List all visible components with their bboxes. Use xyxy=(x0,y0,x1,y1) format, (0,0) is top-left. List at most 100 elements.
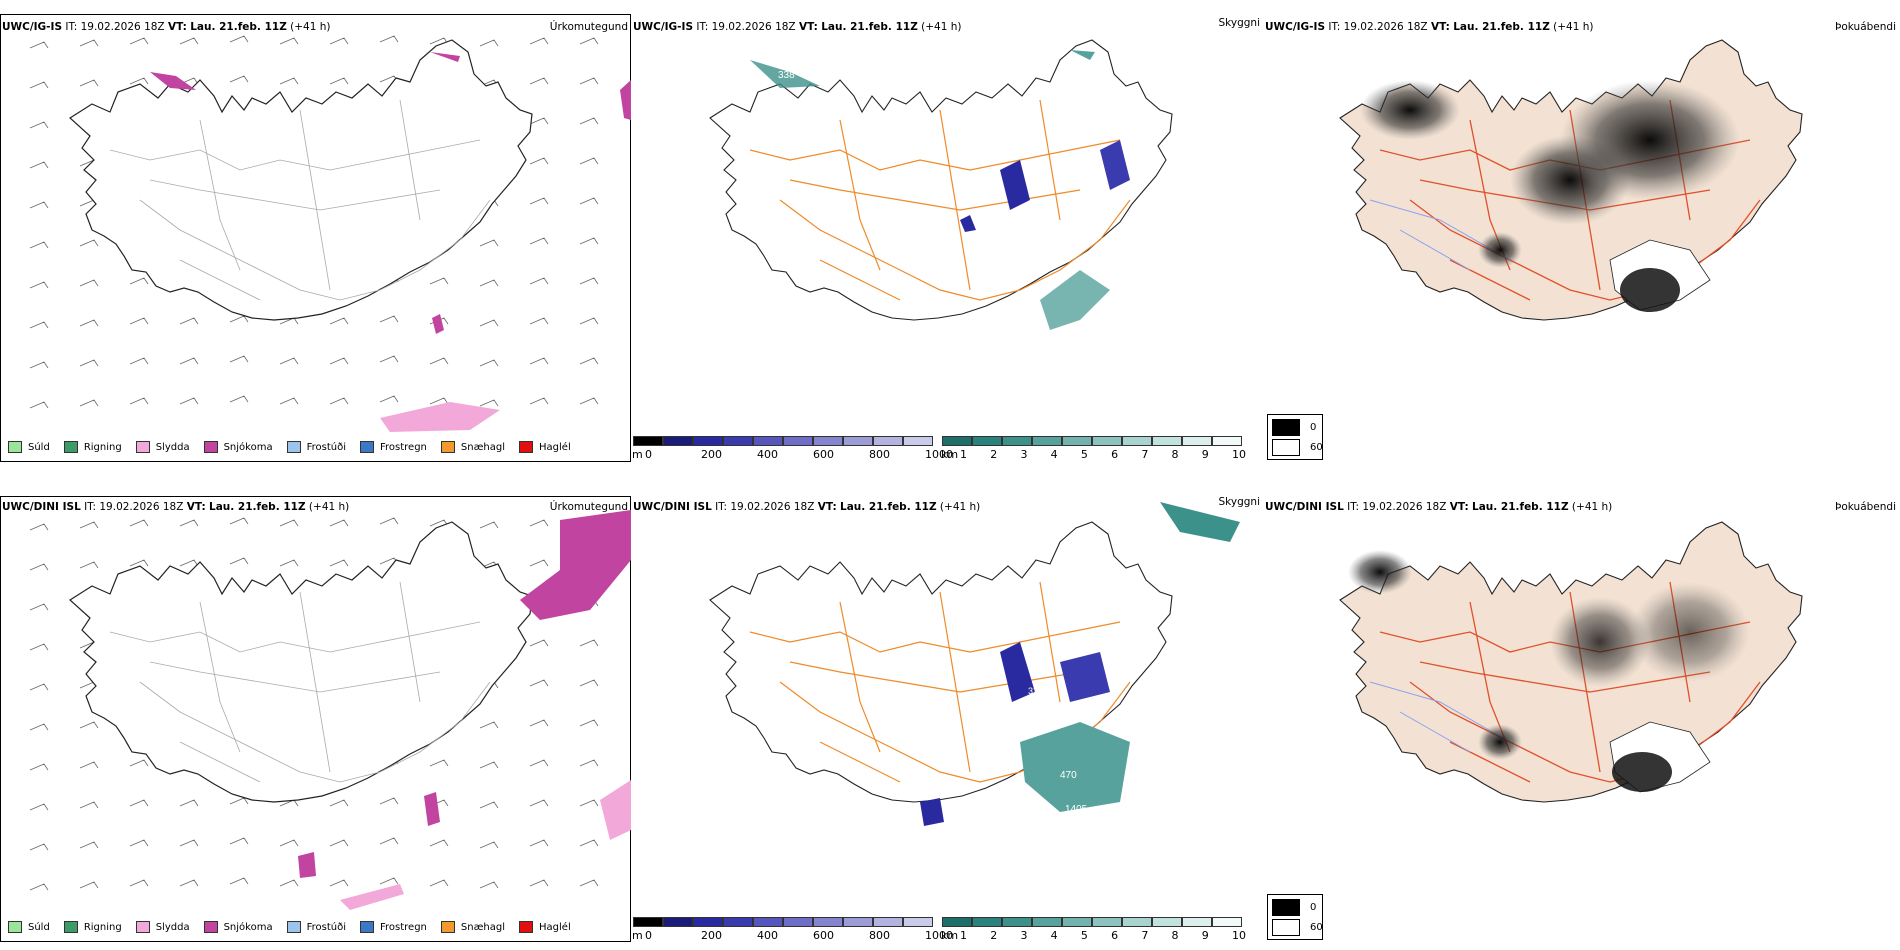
precip-title-top: Úrkomutegund xyxy=(549,21,628,33)
legend-item: Frostregn xyxy=(360,441,427,453)
legend-label: Súld xyxy=(28,441,50,453)
precip-header-top: UWC/IG-IS IT: 19.02.2026 18Z VT: Lau. 21… xyxy=(2,21,331,34)
it-value: 19.02.2026 18Z xyxy=(1343,21,1428,33)
colorbar-cell xyxy=(663,436,693,446)
colorbar-cell xyxy=(723,917,753,927)
snow-patch xyxy=(298,852,316,878)
colorbar-tick: 5 xyxy=(1080,929,1088,942)
legend-swatch xyxy=(8,921,22,933)
colorbar-cell xyxy=(843,917,873,927)
colorbar-cell xyxy=(1032,917,1062,927)
precip-panel-bottom xyxy=(0,496,631,942)
colorbar-tick: 0 xyxy=(645,448,652,461)
height-colorbar-bottom: m 0 200 400 600 800 1000 xyxy=(632,917,953,942)
colorbar-cell xyxy=(1182,436,1212,446)
legend-swatch xyxy=(135,921,150,933)
colorbar-cell xyxy=(633,917,663,927)
vis-colorbar-bottom: km 1 2 3 4 5 6 7 8 9 10 xyxy=(941,917,1246,942)
legend-label: Snæhagl xyxy=(460,921,506,933)
colorbar-tick: 0 xyxy=(645,929,652,942)
it-label: IT: xyxy=(1347,501,1360,513)
colorbar-tick: 7 xyxy=(1141,448,1149,461)
legend-label: Snjókoma xyxy=(223,921,273,933)
precip-legend-bottom: Súld Rigning Slydda Snjókoma Frostúði Frostre… xyxy=(8,921,585,933)
legend-label: Slydda xyxy=(155,921,190,933)
fog-header-bottom: UWC/DINI ISL IT: 19.02.2026 18Z VT: Lau.… xyxy=(1265,501,1612,514)
precip-title-bottom: Úrkomutegund xyxy=(549,501,628,513)
fog-key-bottom: 0 60 xyxy=(1267,894,1323,940)
colorbar-cell xyxy=(753,917,783,927)
legend-swatch xyxy=(286,921,301,933)
colorbar-tick: 800 xyxy=(869,448,890,461)
model-name: UWC/IG-IS xyxy=(2,21,63,33)
snow-patch xyxy=(620,80,631,120)
sleet-patch xyxy=(380,402,500,432)
model-name: UWC/IG-IS xyxy=(633,21,694,33)
colorbar-cell xyxy=(1152,917,1182,927)
colorbar-tick: 8 xyxy=(1171,448,1179,461)
it-label: IT: xyxy=(696,21,709,33)
sleet-patch xyxy=(600,780,631,840)
vis-title-top: Skyggni xyxy=(1218,17,1261,29)
legend-swatch xyxy=(519,921,534,933)
legend-label: Frostregn xyxy=(380,921,427,933)
snow-patch xyxy=(520,510,631,620)
vt-label: VT: xyxy=(1449,501,1469,513)
colorbar-cell xyxy=(942,436,972,446)
legend-swatch xyxy=(63,921,78,933)
precip-header-bottom: UWC/DINI ISL IT: 19.02.2026 18Z VT: Lau.… xyxy=(2,501,349,514)
colorbar-tick: 3 xyxy=(1020,929,1028,942)
legend-swatch xyxy=(286,441,301,453)
colorbar-tick: 7 xyxy=(1141,929,1149,942)
legend-swatch xyxy=(203,921,218,933)
legend-swatch xyxy=(8,441,22,453)
legend-item: Slydda xyxy=(135,441,190,453)
it-label: IT: xyxy=(65,21,78,33)
colorbar-cell xyxy=(1032,436,1062,446)
legend-item: Frostúði xyxy=(286,441,346,453)
precip-map-top xyxy=(29,35,631,432)
fog-key-top: 0 60 xyxy=(1267,414,1323,460)
colorbar-tick: 6 xyxy=(1111,929,1119,942)
colorbar-cell xyxy=(633,436,663,446)
fog-key-label: 0 xyxy=(1310,422,1317,433)
colorbar-tick: 2 xyxy=(990,448,998,461)
legend-item: Súld xyxy=(8,921,50,933)
colorbar-cell xyxy=(693,436,723,446)
colorbar-cell xyxy=(753,436,783,446)
legend-item: Haglél xyxy=(519,441,571,453)
vis-map-top: 338 1405 xyxy=(709,39,1173,339)
colorbar-tick: 3 xyxy=(1020,448,1028,461)
colorbar-cell xyxy=(1092,917,1122,927)
colorbar-cell xyxy=(873,436,903,446)
legend-swatch xyxy=(135,441,150,453)
vt-value: Lau. 21.feb. 11Z xyxy=(190,21,287,33)
legend-swatch xyxy=(360,921,374,933)
it-label: IT: xyxy=(1328,21,1341,33)
colorbar-cell xyxy=(903,436,933,446)
fog-key-swatch xyxy=(1272,899,1300,916)
vis-title-bottom: Skyggni xyxy=(1218,496,1261,508)
legend-swatch xyxy=(440,921,455,933)
legend-item: Slydda xyxy=(135,921,190,933)
colorbar-unit: m xyxy=(632,929,643,942)
fog-key-swatch xyxy=(1272,919,1300,936)
fog-key-swatch xyxy=(1272,439,1300,456)
colorbar-cell xyxy=(783,917,813,927)
wind-barbs xyxy=(29,35,599,409)
snow-patch xyxy=(432,314,444,334)
fog-title-top: Þokuábendi xyxy=(1835,21,1896,33)
colorbar-tick: 1000 xyxy=(925,929,953,942)
fog-key-row: 60 xyxy=(1272,439,1323,456)
it-value: 19.02.2026 18Z xyxy=(80,21,165,33)
vt-label: VT: xyxy=(798,21,818,33)
vt-label: VT: xyxy=(167,21,187,33)
vt-value: Lau. 21.feb. 11Z xyxy=(209,501,306,513)
legend-swatch xyxy=(63,441,78,453)
fog-key-label: 60 xyxy=(1310,922,1323,933)
legend-label: Rigning xyxy=(83,921,122,933)
height-label: 338 xyxy=(778,70,795,81)
colorbar-tick: 5 xyxy=(1080,448,1088,461)
legend-label: Haglél xyxy=(539,921,571,933)
